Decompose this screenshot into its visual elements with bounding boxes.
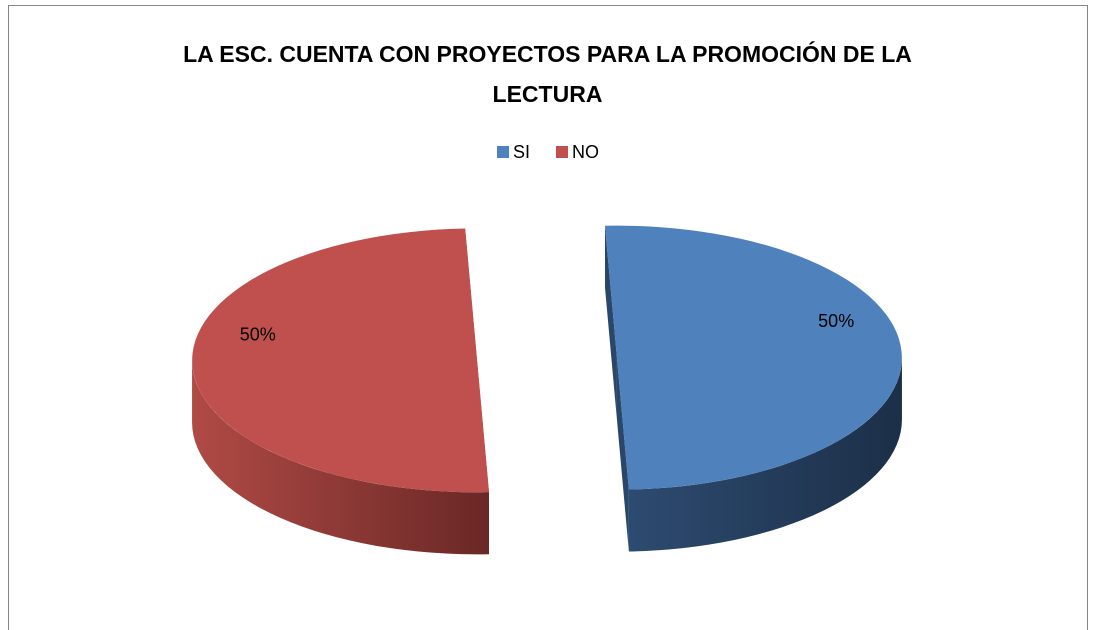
legend-swatch xyxy=(497,146,509,158)
pie-slice xyxy=(192,228,489,555)
slice-top xyxy=(192,228,489,493)
slice-cut-face xyxy=(605,225,617,420)
legend-swatch xyxy=(556,146,568,158)
slice-cut-face xyxy=(616,357,629,552)
data-label: 50% xyxy=(240,325,276,345)
chart-border xyxy=(8,5,1088,630)
data-label: 50% xyxy=(818,311,854,331)
slice-top xyxy=(605,225,902,490)
legend-label: NO xyxy=(572,142,599,162)
chart-title: LA ESC. CUENTA CON PROYECTOS PARA LA PRO… xyxy=(183,41,912,107)
pie-slice xyxy=(605,225,902,552)
slice-side xyxy=(192,360,489,555)
slice-side xyxy=(628,357,902,552)
legend-label: SI xyxy=(513,142,530,162)
